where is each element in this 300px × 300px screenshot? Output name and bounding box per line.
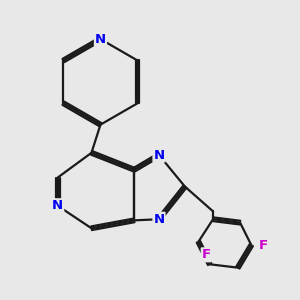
Text: F: F [202, 248, 211, 261]
Text: N: N [52, 199, 63, 212]
Text: F: F [259, 238, 268, 252]
Text: N: N [153, 213, 165, 226]
Text: N: N [153, 148, 165, 162]
Text: N: N [95, 33, 106, 46]
